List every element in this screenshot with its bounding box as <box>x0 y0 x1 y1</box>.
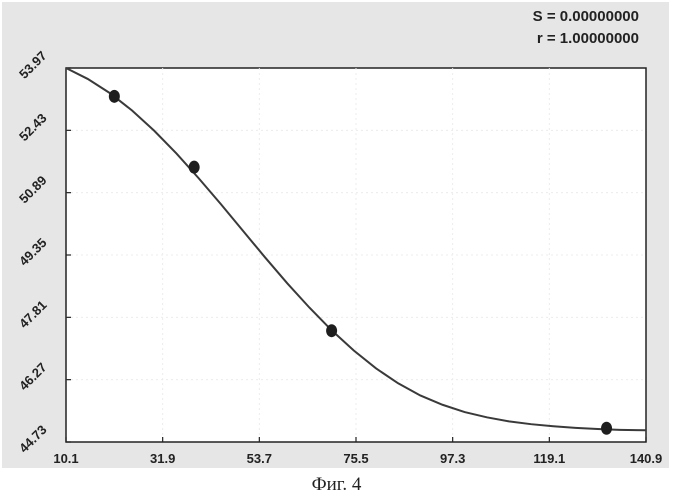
data-point <box>601 422 612 435</box>
chart-panel: 10.1 31.9 53.7 75.5 97.3 119.1 140.9 53.97 52.4… <box>2 2 669 468</box>
line-chart: 10.1 31.9 53.7 75.5 97.3 119.1 140.9 53.97 52.4… <box>2 2 669 468</box>
y-tick-label: 46.27 <box>16 360 50 394</box>
x-tick-label: 75.5 <box>343 451 368 466</box>
x-tick-label: 97.3 <box>440 451 465 466</box>
data-point <box>326 324 337 337</box>
s-value-label: S = 0.00000000 <box>533 8 639 25</box>
y-axis-ticks: 53.97 52.43 50.89 49.35 47.81 46.27 44.73 <box>16 48 71 456</box>
y-tick-label: 53.97 <box>16 48 50 82</box>
figure-caption: Фиг. 4 <box>0 474 673 496</box>
y-tick-label: 52.43 <box>16 110 50 144</box>
y-tick-label: 50.89 <box>16 173 50 207</box>
y-tick-label: 44.73 <box>16 422 50 456</box>
data-point <box>189 161 200 174</box>
x-tick-label: 119.1 <box>533 451 565 466</box>
y-tick-label: 49.35 <box>16 235 50 269</box>
x-tick-label: 10.1 <box>53 451 78 466</box>
x-tick-label: 53.7 <box>247 451 272 466</box>
data-point <box>109 90 120 103</box>
r-value-label: r = 1.00000000 <box>537 30 639 47</box>
x-tick-label: 31.9 <box>150 451 175 466</box>
x-tick-label: 140.9 <box>630 451 663 466</box>
y-tick-label: 47.81 <box>16 297 50 331</box>
